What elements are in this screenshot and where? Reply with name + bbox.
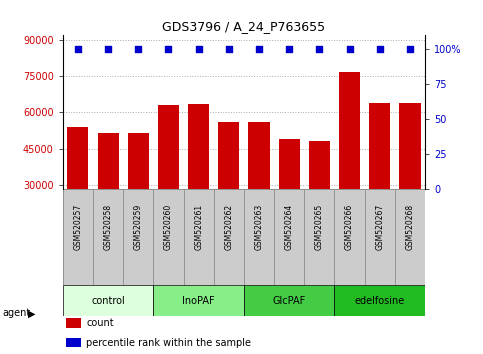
- Text: GSM520264: GSM520264: [284, 204, 294, 250]
- Point: [315, 47, 323, 52]
- Title: GDS3796 / A_24_P763655: GDS3796 / A_24_P763655: [162, 20, 326, 33]
- Bar: [334, 189, 365, 285]
- Bar: [63, 285, 154, 316]
- Text: GSM520258: GSM520258: [103, 204, 113, 250]
- Bar: [244, 189, 274, 285]
- Point: [104, 47, 112, 52]
- Bar: [309, 141, 330, 257]
- Bar: [128, 133, 149, 257]
- Point: [346, 47, 354, 52]
- Text: InoPAF: InoPAF: [182, 296, 215, 306]
- Bar: [248, 122, 270, 257]
- Text: GSM520265: GSM520265: [315, 204, 324, 250]
- Text: agent: agent: [2, 308, 30, 318]
- Text: ▶: ▶: [28, 308, 36, 318]
- Point: [195, 47, 202, 52]
- Point: [74, 47, 82, 52]
- Text: control: control: [91, 296, 125, 306]
- Point: [255, 47, 263, 52]
- Bar: [188, 104, 209, 257]
- Text: GSM520259: GSM520259: [134, 204, 143, 250]
- Bar: [63, 189, 93, 285]
- Bar: [365, 189, 395, 285]
- Text: percentile rank within the sample: percentile rank within the sample: [86, 338, 251, 348]
- Point: [285, 47, 293, 52]
- Text: GlcPAF: GlcPAF: [272, 296, 306, 306]
- Bar: [123, 189, 154, 285]
- Bar: [274, 189, 304, 285]
- Bar: [369, 103, 390, 257]
- Text: GSM520257: GSM520257: [73, 204, 83, 250]
- Point: [406, 47, 414, 52]
- Bar: [154, 285, 244, 316]
- Bar: [154, 189, 184, 285]
- Bar: [93, 189, 123, 285]
- Point: [165, 47, 172, 52]
- Bar: [395, 189, 425, 285]
- Bar: [67, 338, 81, 348]
- Text: GSM520260: GSM520260: [164, 204, 173, 250]
- Point: [376, 47, 384, 52]
- Text: GSM520267: GSM520267: [375, 204, 384, 250]
- Bar: [279, 139, 300, 257]
- Bar: [399, 103, 421, 257]
- Text: GSM520266: GSM520266: [345, 204, 354, 250]
- Bar: [184, 189, 213, 285]
- Bar: [67, 318, 81, 329]
- Text: GSM520268: GSM520268: [405, 204, 414, 250]
- Text: edelfosine: edelfosine: [355, 296, 405, 306]
- Bar: [213, 189, 244, 285]
- Text: GSM520261: GSM520261: [194, 204, 203, 250]
- Point: [134, 47, 142, 52]
- Bar: [339, 72, 360, 257]
- Text: count: count: [86, 318, 114, 328]
- Bar: [98, 133, 119, 257]
- Bar: [304, 189, 334, 285]
- Bar: [334, 285, 425, 316]
- Bar: [218, 122, 240, 257]
- Text: GSM520262: GSM520262: [224, 204, 233, 250]
- Bar: [158, 105, 179, 257]
- Bar: [244, 285, 334, 316]
- Bar: [67, 127, 88, 257]
- Text: GSM520263: GSM520263: [255, 204, 264, 250]
- Point: [225, 47, 233, 52]
